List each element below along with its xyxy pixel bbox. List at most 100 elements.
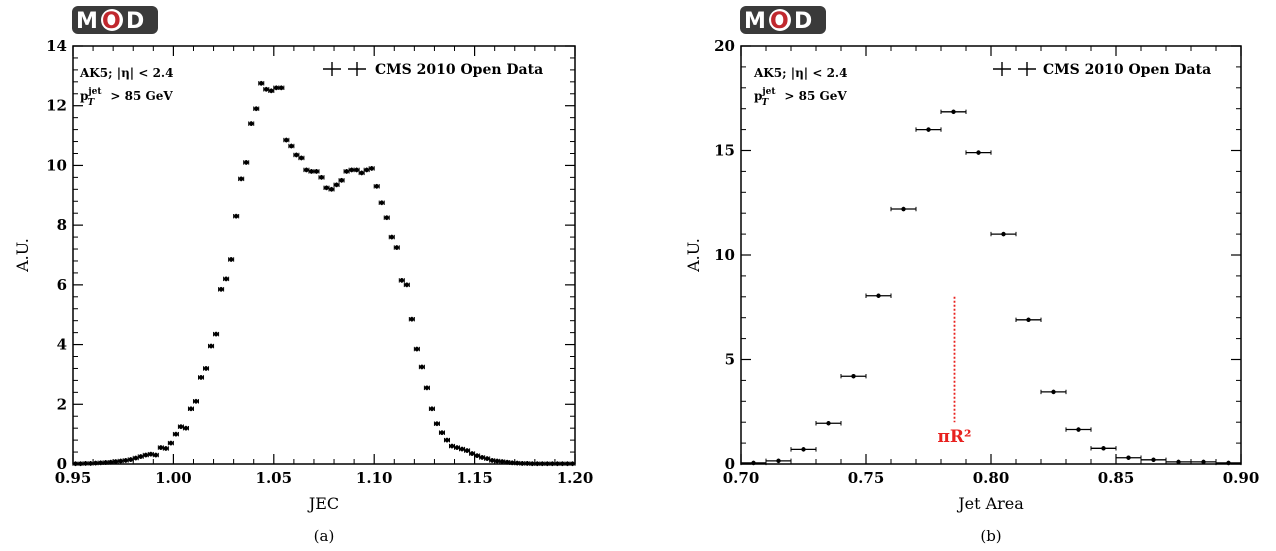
a-data-point bbox=[177, 424, 184, 430]
b-data-point bbox=[1040, 389, 1067, 395]
plot-frame-b bbox=[740, 45, 1242, 465]
caption-b: (b) bbox=[980, 527, 1001, 545]
a-y-tick-label: 10 bbox=[46, 156, 67, 174]
ticks-a: 0.95 1.00 1.05 1.10 1.15 1.20 0 2 4 6 8 10 12 14 bbox=[46, 37, 593, 487]
b-x-tick-label: 0.85 bbox=[1098, 469, 1135, 487]
b-x-tick-label: 0.90 bbox=[1223, 469, 1260, 487]
a-data-point bbox=[223, 276, 230, 282]
a-data-point bbox=[383, 215, 390, 221]
logo-d-b: D bbox=[794, 9, 812, 34]
b-data-point bbox=[740, 460, 767, 466]
a-x-tick-label: 0.95 bbox=[55, 469, 92, 487]
a-data-point bbox=[398, 277, 405, 283]
a-data-point bbox=[403, 282, 410, 288]
y-axis-title-a: A.U. bbox=[13, 238, 32, 273]
b-y-tick-label: 15 bbox=[714, 142, 735, 160]
a-data-point bbox=[519, 461, 526, 466]
a-data-point bbox=[333, 182, 340, 188]
a-data-point bbox=[368, 166, 375, 171]
a-data-point bbox=[298, 155, 305, 161]
a-data-point bbox=[273, 85, 280, 91]
a-data-point bbox=[388, 234, 395, 240]
b-data-point bbox=[815, 421, 842, 426]
b-y-tick-label: 20 bbox=[714, 37, 735, 55]
a-x-tick-label: 1.15 bbox=[456, 469, 493, 487]
b-data-point bbox=[1090, 446, 1117, 451]
a-data-point bbox=[408, 316, 415, 322]
a-data-point bbox=[489, 458, 496, 463]
logo-text: M bbox=[76, 9, 98, 34]
logo-o: O bbox=[102, 9, 121, 34]
a-data-point bbox=[313, 169, 320, 174]
a-data-point bbox=[288, 143, 295, 149]
data-points-b bbox=[740, 109, 1242, 466]
a-data-point bbox=[253, 106, 260, 112]
caption-a: (a) bbox=[314, 527, 335, 545]
b-data-point bbox=[940, 109, 967, 115]
a-data-point bbox=[77, 461, 84, 467]
legend-a-marker bbox=[323, 62, 366, 76]
a-data-point bbox=[534, 461, 541, 467]
a-data-point bbox=[218, 286, 225, 292]
annotation-a-line2: pjet T > 85 GeV bbox=[80, 87, 173, 108]
a-data-point bbox=[373, 183, 380, 189]
panel-b: M O D 0.70 0.75 0.80 0.85 0.90 0 5 10 15 20 πR² A… bbox=[684, 6, 1259, 545]
a-data-point bbox=[514, 460, 521, 466]
logo-o-b: O bbox=[770, 9, 789, 34]
a-data-point bbox=[509, 460, 516, 466]
a-data-point bbox=[147, 451, 154, 457]
a-data-point bbox=[423, 385, 430, 391]
a-data-point bbox=[187, 406, 194, 412]
b-data-point bbox=[965, 150, 992, 155]
annotation-a-line1: AK5; |η| < 2.4 bbox=[79, 66, 173, 80]
a-data-point bbox=[418, 364, 425, 370]
reference-b: πR² bbox=[937, 296, 972, 447]
legend-a: CMS 2010 Open Data bbox=[323, 62, 543, 78]
annotation-b-line1: AK5; |η| < 2.4 bbox=[753, 66, 847, 80]
a-data-point bbox=[208, 343, 215, 349]
a-data-point bbox=[263, 86, 270, 92]
a-data-point bbox=[308, 169, 315, 174]
panel-a: M O D 0.95 1.00 1.05 1.10 1.15 1.20 0 2 4 6 8 10 12 1… bbox=[13, 6, 593, 545]
a-data-point bbox=[479, 455, 486, 460]
a-data-point bbox=[494, 458, 501, 464]
b-data-point bbox=[865, 293, 892, 298]
a-data-point bbox=[198, 375, 205, 380]
a-data-point bbox=[559, 461, 566, 467]
a-data-point bbox=[529, 461, 536, 467]
a-data-point bbox=[132, 455, 139, 461]
b-data-point bbox=[1065, 427, 1092, 432]
b-data-point bbox=[765, 458, 792, 464]
a-data-point bbox=[213, 331, 220, 337]
logo-d: D bbox=[126, 9, 144, 34]
a-data-point bbox=[454, 445, 461, 450]
a-data-point bbox=[549, 461, 556, 467]
logo-circle bbox=[101, 9, 123, 31]
a-data-point bbox=[474, 453, 481, 459]
b-data-point bbox=[990, 231, 1017, 237]
a-data-point bbox=[443, 437, 450, 443]
b-data-point bbox=[1140, 457, 1167, 463]
b-data-point bbox=[840, 374, 867, 379]
x-axis-title-b: Jet Area bbox=[956, 494, 1024, 513]
annotation-b-line2: pjet T > 85 GeV bbox=[754, 87, 847, 108]
a-data-point bbox=[248, 121, 255, 127]
a-data-point bbox=[137, 454, 144, 459]
a-data-point bbox=[122, 458, 129, 463]
a-data-point bbox=[167, 440, 174, 446]
a-y-tick-label: 12 bbox=[46, 97, 67, 115]
mod-logo: M O D bbox=[72, 6, 158, 34]
a-data-point bbox=[358, 170, 365, 176]
b-data-point bbox=[1215, 460, 1242, 466]
y-axis-title-b: A.U. bbox=[684, 238, 703, 273]
b-x-tick-label: 0.80 bbox=[973, 469, 1010, 487]
a-y-tick-label: 8 bbox=[57, 216, 67, 234]
a-data-point bbox=[318, 174, 325, 180]
a-data-point bbox=[323, 185, 330, 191]
b-y-tick-label: 10 bbox=[714, 246, 735, 264]
a-data-point bbox=[464, 448, 471, 453]
a-data-point bbox=[554, 461, 561, 467]
a-y-tick-label: 0 bbox=[57, 455, 67, 473]
a-x-tick-label: 1.00 bbox=[155, 469, 192, 487]
